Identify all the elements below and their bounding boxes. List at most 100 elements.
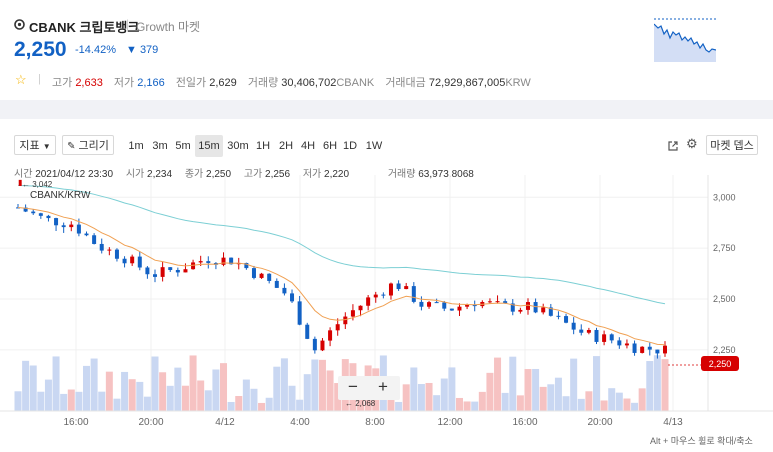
volume-bar [197,380,205,411]
volume-bar [417,384,425,411]
stat-volume: 거래량 30,406,702CBANK [247,77,375,89]
candle-body [99,243,104,251]
timeframe-6H[interactable]: 6H [322,140,338,152]
volume-bar [638,388,646,411]
volume-bar [577,398,585,411]
volume-bar [265,397,273,411]
volume-bar [29,365,37,411]
timeframe-4H[interactable]: 4H [300,140,316,152]
candle-body [335,324,340,331]
symbol-label: CBANK/KRW [30,190,91,201]
candle-body [114,249,119,259]
timeframe-5m[interactable]: 5m [175,140,191,152]
volume-bar [121,371,129,411]
candle-body [107,249,112,251]
chart-panel: 지표 ▼ ✎ 그리기 1m 3m 5m 15m 30m 1H 2H 4H 6H 1D 1W ⚙ 마켓… [0,119,773,452]
settings-gear-icon[interactable]: ⚙ [686,136,698,151]
candle-body [556,315,561,317]
stat-prev-close: 전일가 2,629 [175,77,237,89]
ohlc-high: 2,256 [265,169,291,180]
timeframe-1D[interactable]: 1D [342,140,358,152]
volume-bar [189,355,197,411]
candle-body [69,224,74,228]
volume-bar [615,392,623,411]
volume-bar [128,379,136,411]
timeframe-30m[interactable]: 30m [227,140,249,152]
indicator-button[interactable]: 지표 ▼ [14,135,56,155]
candle-body [609,334,614,341]
volume-bar [425,382,433,411]
volume-bar [273,366,281,411]
candle-body [282,287,287,294]
volume-bar [136,381,144,411]
timeframe-3m[interactable]: 3m [152,140,168,152]
change-amount: ▼ 379 [126,44,159,56]
candle-body [229,257,234,265]
volume-bar [539,386,547,411]
volume-bar [509,356,517,411]
candle-body [343,316,348,325]
volume-bar [448,367,456,411]
y-tick-label: 2,500 [713,294,736,304]
candlestick-chart[interactable]: 3,000 2,750 2,500 2,250 16:00 20:00 4/12 4:00 8:… [0,175,773,452]
zoom-hint: Alt + 마우스 휠로 확대/축소 [650,436,753,446]
candle-body [427,302,432,307]
volume-bar [22,360,30,411]
zoom-in-button[interactable]: + [378,377,388,396]
y-tick-label: 2,250 [713,345,736,355]
volume-bar [471,401,479,411]
volume-bar [661,359,669,411]
candle-body [153,274,158,277]
volume-bar [14,391,22,411]
mini-price-chart [654,18,716,62]
candle-body [175,269,180,273]
external-link-icon[interactable] [667,140,679,152]
volume-bar [250,388,258,411]
timeframe-15m[interactable]: 15m [195,135,223,157]
timeframe-1W[interactable]: 1W [365,140,383,152]
volume-bar [37,391,45,411]
x-tick-label: 4/12 [215,417,235,428]
zoom-out-button[interactable]: − [348,377,358,396]
volume-bar [600,400,608,411]
candle-body [206,261,211,264]
stat-high: 고가 2,633 [52,77,103,89]
title-divider: | [126,17,130,31]
candle-body [328,330,333,341]
candle-body [457,306,462,311]
candle-body [267,273,272,281]
candle-body [61,225,66,228]
candle-body [122,258,127,264]
volume-bar [547,384,555,411]
volume-bar [52,356,60,411]
candle-body [297,301,302,325]
candle-body [31,211,36,214]
volume-bar [554,377,562,411]
volume-bar [433,395,441,411]
volume-bar [181,385,189,411]
candle-body [168,267,173,270]
ohlc-close: 2,250 [206,169,232,180]
caret-down-icon: ▼ [42,142,51,151]
volume-bar [494,357,502,411]
candle-body [38,213,43,216]
candle-body [442,302,447,309]
draw-button[interactable]: ✎ 그리기 [62,135,114,155]
volume-bar [151,356,159,411]
candle-body [541,307,546,313]
volume-bar [395,401,403,411]
timeframe-1m[interactable]: 1m [128,140,144,152]
market-depth-button[interactable]: 마켓 뎁스 [706,135,758,155]
candle-body [434,302,439,304]
candle-body [46,215,51,219]
volume-bar [463,401,471,411]
candle-body [244,262,249,269]
favorite-star-icon[interactable]: ☆ [15,72,27,87]
y-tick-label: 3,000 [713,192,736,202]
volume-bar [44,379,52,411]
timeframe-2H[interactable]: 2H [278,140,294,152]
volume-bar [212,369,220,411]
candle-body [632,343,637,353]
timeframe-1H[interactable]: 1H [255,140,271,152]
candle-body [76,224,81,234]
